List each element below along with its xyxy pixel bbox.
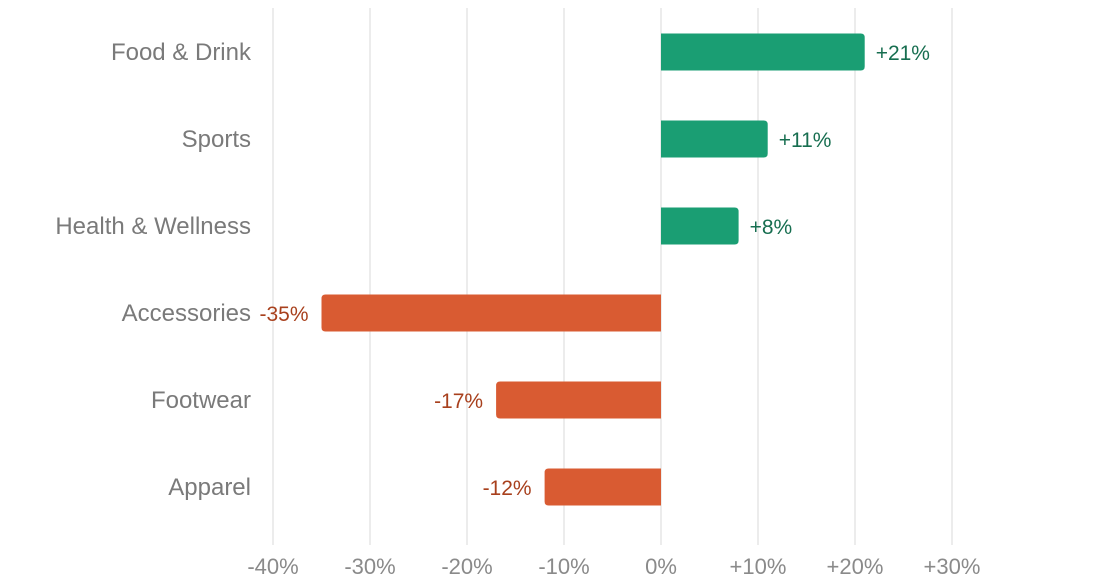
category-label: Footwear [151, 387, 251, 414]
value-label: +11% [779, 129, 832, 152]
bars [321, 33, 865, 506]
bar-sports [661, 120, 768, 158]
bar-apparel [544, 468, 661, 506]
x-tick-label: -30% [344, 554, 395, 579]
value-label: -35% [259, 303, 308, 326]
x-tick-label: +30% [924, 554, 981, 579]
labels: -40% -30% -20% -10% 0% +10% +20% +30% Food & Dri… [55, 39, 980, 579]
value-label: -17% [434, 390, 483, 413]
bar-food-and-drink [661, 33, 865, 71]
x-tick-label: +10% [730, 554, 787, 579]
gridlines [272, 8, 953, 545]
bar-health-and-wellness [661, 207, 739, 245]
x-tick-label: -10% [538, 554, 589, 579]
bar-footwear [496, 381, 661, 419]
x-tick-label: -20% [441, 554, 492, 579]
category-label: Sports [182, 126, 251, 153]
category-label: Health & Wellness [55, 213, 251, 240]
category-label: Apparel [168, 474, 251, 501]
value-label: +8% [750, 216, 793, 239]
value-label: +21% [876, 42, 930, 65]
bar-accessories [321, 294, 661, 332]
value-label: -12% [483, 477, 532, 500]
x-tick-label: 0% [645, 554, 677, 579]
category-label: Food & Drink [111, 39, 252, 66]
x-tick-label: +20% [827, 554, 884, 579]
category-label: Accessories [122, 300, 251, 327]
x-tick-label: -40% [247, 554, 298, 579]
